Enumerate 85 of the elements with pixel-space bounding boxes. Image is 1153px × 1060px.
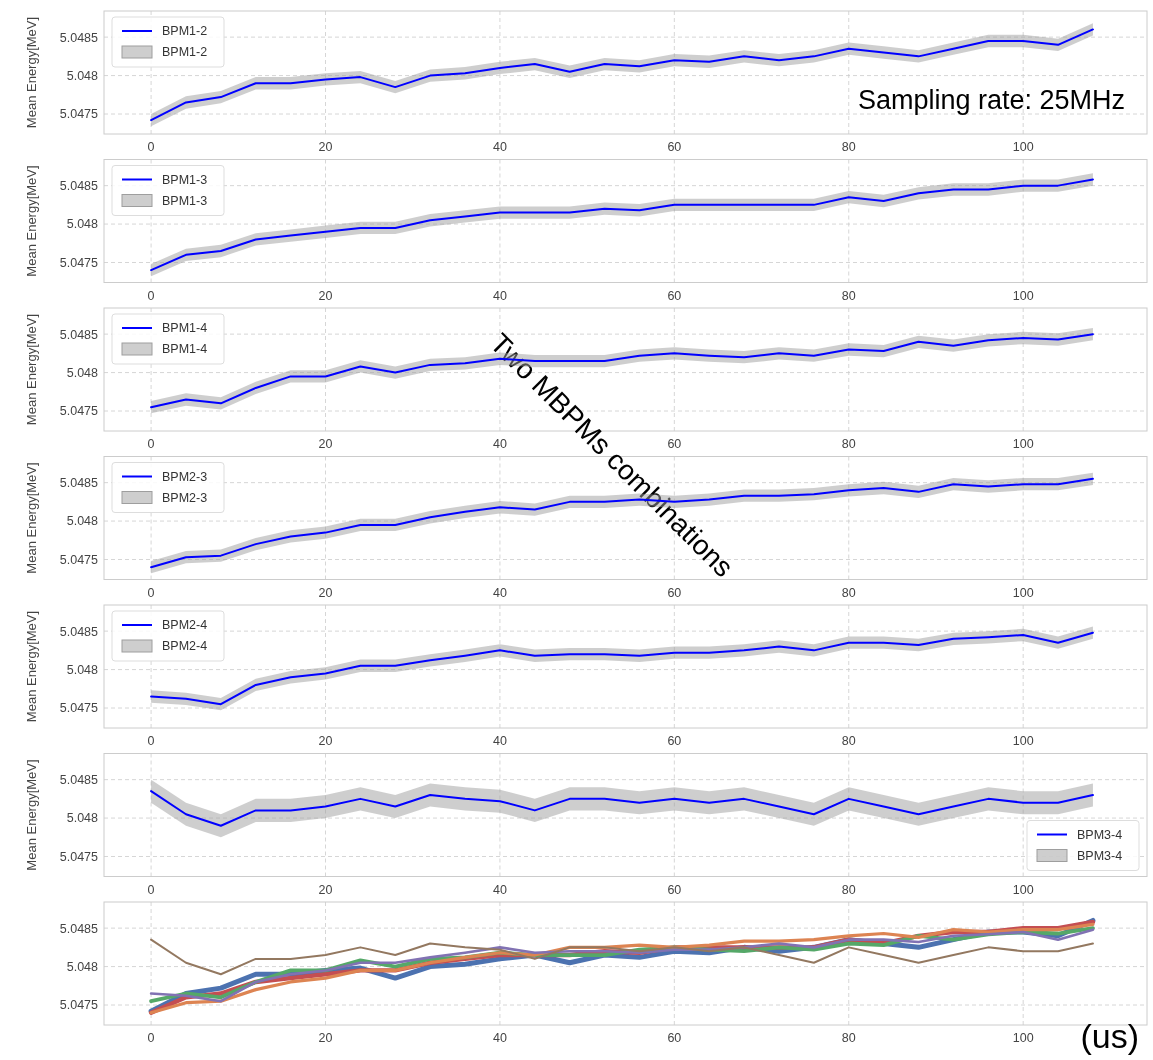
x-tick-label: 80 <box>841 437 856 451</box>
y-tick-label: 5.0475 <box>59 107 99 122</box>
x-tick-label: 0 <box>147 734 155 748</box>
x-tick-label: 60 <box>667 585 682 600</box>
y-tick-label: 5.0485 <box>59 624 99 639</box>
x-tick-label: 40 <box>492 1031 507 1045</box>
x-tick-label: 80 <box>841 1031 856 1045</box>
x-tick-label: 80 <box>841 882 856 897</box>
text: BPM2-3 <box>162 490 208 505</box>
x-tick-label: 80 <box>841 288 856 303</box>
legend-label: BPM3-4 <box>1077 827 1123 842</box>
x-tick-label: 0 <box>147 437 155 451</box>
x-tick-label: 0 <box>147 1031 155 1045</box>
x-tick-label: 20 <box>318 734 333 748</box>
y-tick-label: 5.0485 <box>59 921 99 936</box>
x-tick-label: 0 <box>147 140 155 154</box>
y-tick-label: 5.0485 <box>59 773 99 788</box>
x-tick-label: 80 <box>841 140 856 154</box>
line-series <box>150 790 1094 827</box>
y-tick-label: 5.048 <box>66 68 99 83</box>
x-tick-label: 40 <box>492 437 507 451</box>
x-tick-label: 100 <box>1012 734 1034 748</box>
x-tick-label: 60 <box>667 288 682 303</box>
legend-label: BPM2-3 <box>162 469 208 484</box>
x-tick-label: 20 <box>318 1031 333 1045</box>
x-tick-label: 60 <box>667 140 682 154</box>
y-tick-label: 5.0475 <box>59 255 99 270</box>
y-axis-title: Mean Energy[MeV] <box>24 462 39 574</box>
text: BPM1-3 <box>162 193 208 208</box>
x-tick-label: 80 <box>841 585 856 600</box>
x-tick-label: 80 <box>841 734 856 748</box>
y-tick-label: 5.0485 <box>59 327 99 342</box>
x-tick-label: 100 <box>1012 882 1034 897</box>
legend-label: BPM1-4 <box>162 321 208 336</box>
y-tick-label: 5.048 <box>66 959 99 974</box>
y-tick-label: 5.0485 <box>59 179 99 194</box>
legend-label: BPM1-2 <box>162 24 208 39</box>
y-tick-label: 5.0485 <box>59 476 99 491</box>
x-tick-label: 100 <box>1012 437 1034 451</box>
text: BPM1-2 <box>162 45 208 60</box>
y-axis-title: Mean Energy[MeV] <box>24 759 39 871</box>
x-tick-label: 0 <box>147 288 155 303</box>
text: BPM3-4 <box>1077 848 1123 863</box>
x-tick-label: 0 <box>147 585 155 600</box>
y-axis-title: Mean Energy[MeV] <box>24 313 39 426</box>
y-axis-title: Mean Energy[MeV] <box>24 165 39 277</box>
y-tick-label: 5.0475 <box>59 849 99 864</box>
y-tick-label: 5.0475 <box>59 998 99 1013</box>
annotation: Sampling rate: 25MHz <box>857 85 1125 115</box>
x-tick-label: 60 <box>667 882 682 897</box>
x-tick-label: 20 <box>318 585 333 600</box>
text: BPM2-4 <box>162 639 208 654</box>
x-tick-label: 0 <box>147 882 155 897</box>
x-tick-label: 20 <box>318 437 333 451</box>
x-tick-label: 40 <box>492 882 507 897</box>
y-axis-title: Mean Energy[MeV] <box>24 16 39 129</box>
x-tick-label: 40 <box>492 734 507 748</box>
x-tick-label: 20 <box>318 140 333 154</box>
line-series <box>150 938 1094 976</box>
y-tick-label: 5.048 <box>66 365 99 380</box>
y-tick-label: 5.048 <box>66 662 99 677</box>
x-tick-label: 40 <box>492 585 507 600</box>
x-tick-label: 20 <box>318 288 333 303</box>
legend-label: BPM2-4 <box>162 618 208 633</box>
annotation: (us) <box>1080 1017 1139 1055</box>
y-tick-label: 5.048 <box>66 514 99 529</box>
y-tick-label: 5.0485 <box>59 30 99 45</box>
x-tick-label: 60 <box>667 734 682 748</box>
x-tick-label: 100 <box>1012 585 1034 600</box>
y-tick-label: 5.048 <box>66 217 99 232</box>
x-tick-label: 40 <box>492 288 507 303</box>
y-tick-label: 5.0475 <box>59 552 99 567</box>
y-tick-label: 5.0475 <box>59 404 99 419</box>
y-tick-label: 5.048 <box>66 811 99 826</box>
x-tick-label: 60 <box>667 437 682 451</box>
text: BPM1-4 <box>162 342 208 357</box>
x-tick-label: 40 <box>492 140 507 154</box>
y-axis-title: Mean Energy[MeV] <box>24 610 39 723</box>
y-tick-label: 5.0475 <box>59 701 99 716</box>
x-tick-label: 100 <box>1012 140 1034 154</box>
x-tick-label: 20 <box>318 882 333 897</box>
x-tick-label: 60 <box>667 1031 682 1045</box>
legend-label: BPM1-3 <box>162 172 208 187</box>
x-tick-label: 100 <box>1012 288 1034 303</box>
x-tick-label: 100 <box>1012 1031 1034 1045</box>
